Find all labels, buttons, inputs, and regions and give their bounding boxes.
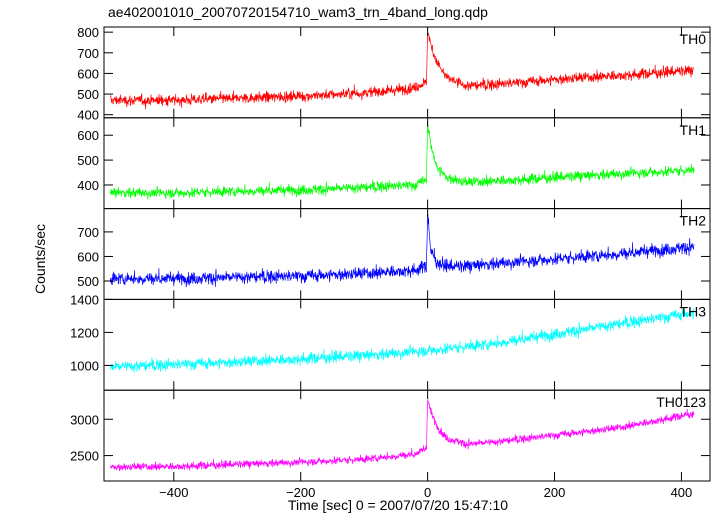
x-tick-label: 0 [424,485,431,500]
y-tick-label-th2: 500 [77,274,99,289]
x-axis-label: Time [sec] 0 = 2007/07/20 15:47:10 [288,497,508,513]
y-tick-label-th3: 1400 [70,292,99,307]
y-tick-label-th0: 500 [77,87,99,102]
x-tick-label: −400 [159,485,188,500]
y-tick-label-th2: 600 [77,249,99,264]
panel-frame-th0 [103,26,711,119]
y-tick-label-th3: 1000 [70,358,99,373]
panel-label-th0: TH0 [680,31,707,47]
series-line-th1 [109,121,695,200]
y-axis-label: Counts/sec [32,224,48,294]
x-tick-label: 200 [544,485,566,500]
series-line-th2 [109,213,695,288]
x-tick-label: 400 [671,485,693,500]
y-tick-label-th3: 1200 [70,325,99,340]
panel-frame-th2 [103,208,711,300]
y-tick-label-th2: 700 [77,225,99,240]
y-tick-label-th1: 500 [77,153,99,168]
panel-frame-th3 [103,298,711,391]
y-tick-label-th0: 600 [77,66,99,81]
y-tick-label-th0123: 3000 [70,412,99,427]
series-line-th0123 [109,399,695,472]
panel-label-th0123: TH0123 [656,394,706,410]
x-tick-label: −200 [286,485,315,500]
y-tick-label-th1: 600 [77,128,99,143]
y-tick-label-th0: 700 [77,46,99,61]
y-tick-label-th1: 400 [77,178,99,193]
series-line-th0 [109,32,695,110]
chart-title: ae402001010_20070720154710_wam3_trn_4ban… [108,4,488,20]
panel-label-th3: TH3 [680,303,707,319]
series-line-th3 [109,308,695,373]
y-tick-label-th0: 800 [77,25,99,40]
y-tick-label-th0123: 2500 [70,449,99,464]
panel-label-th1: TH1 [680,122,707,138]
y-tick-label-th0: 400 [77,108,99,123]
panel-frame-th0123 [103,389,711,482]
panel-frame-th1 [103,117,711,210]
panel-label-th2: TH2 [680,213,707,229]
